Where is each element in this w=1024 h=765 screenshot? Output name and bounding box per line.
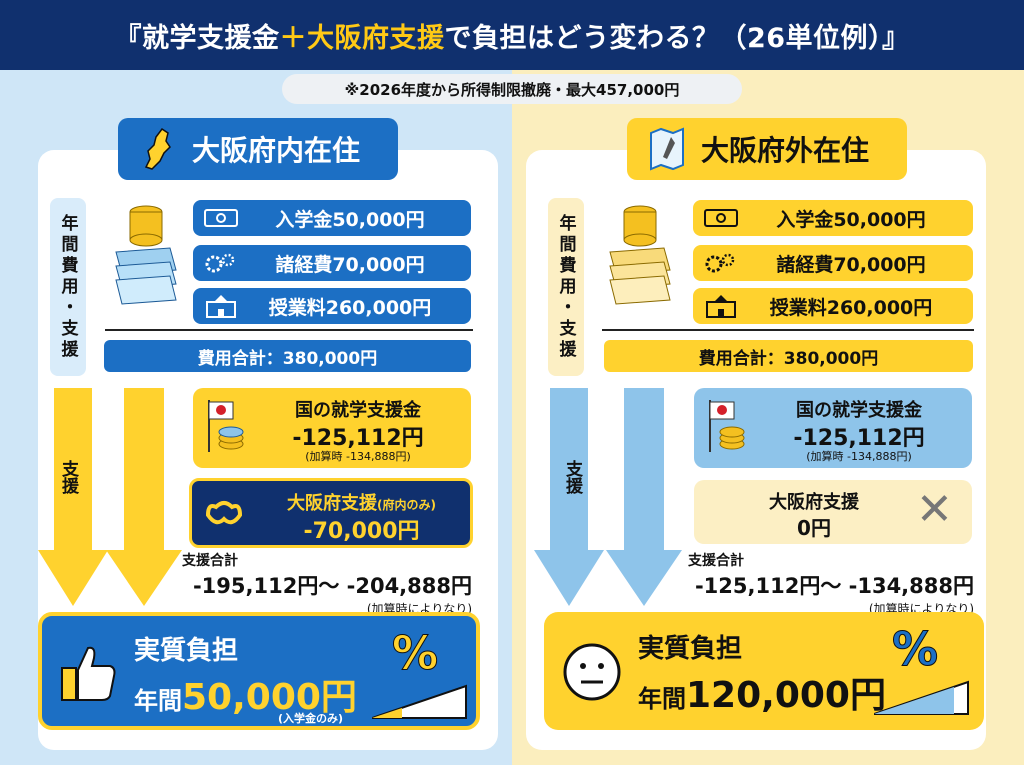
percent-icon: % [391, 626, 439, 681]
cost-entrance-fee: 入学金50,000円 [193, 200, 471, 236]
side-label-costs: 年間費用・支援 [548, 198, 584, 376]
thumbs-up-icon [61, 646, 116, 701]
result-box-outside: 実質負担 年間120,000円 % [544, 612, 984, 730]
osaka-title: 大阪府支援(府内のみ) [254, 489, 469, 515]
region-label: 大阪府外在住 [701, 134, 870, 167]
osaka-amount: -70,000円 [303, 519, 420, 544]
divider [105, 329, 473, 331]
national-sub: (加算時 -134,888円) [806, 450, 912, 463]
support-label: 支援 [562, 460, 582, 494]
cost-tuition: 授業料260,000円 [693, 288, 973, 324]
result-prefix: 年間 [638, 685, 686, 713]
side-label-costs: 年間費用・支援 [50, 198, 86, 376]
cost-label: 授業料260,000円 [769, 296, 933, 319]
support-total-label: 支援合計 [688, 553, 744, 569]
cross-icon: ✕ [916, 484, 953, 535]
osaka-emblem-icon [205, 501, 243, 525]
support-total-block: 支援合計 -195,112円～ -204,888円 (加算時によりなり) [182, 550, 472, 617]
banknote-icon [193, 208, 249, 228]
region-label: 大阪府内在住 [192, 134, 361, 167]
gears-icon [693, 252, 749, 274]
national-sub: (加算時 -134,888円) [305, 450, 411, 463]
neutral-face-icon [563, 643, 621, 701]
osaka-support-box: 大阪府支援 0円 ✕ [694, 480, 972, 544]
support-total-label: 支援合計 [182, 553, 238, 569]
national-support-box: 国の就学支援金 -125,112円 (加算時 -134,888円) [694, 388, 972, 468]
map-outline-icon [645, 127, 689, 171]
support-arrow-left [534, 388, 604, 606]
result-title: 実質負担 [134, 636, 239, 666]
cost-misc-fee: 諸経費70,000円 [193, 245, 471, 281]
cost-label: 入学金50,000円 [275, 208, 425, 231]
result-sub: (入学金のみ) [278, 712, 344, 725]
osaka-title-main: 大阪府支援 [287, 493, 377, 514]
school-icon [193, 294, 249, 318]
total-cost: 費用合計：380,000円 [604, 340, 973, 372]
ramp-icon [372, 684, 467, 719]
cost-label: 入学金50,000円 [776, 208, 926, 231]
region-tag-outside-osaka: 大阪府外在住 [627, 118, 907, 180]
support-total-range: -195,112円～ -204,888円 [192, 574, 472, 598]
region-tag-osaka-resident: 大阪府内在住 [118, 118, 398, 180]
money-stack-icon [604, 200, 674, 315]
support-total-block: 支援合計 -125,112円～ -134,888円 (加算時によりなり) [688, 550, 974, 617]
flag-coins-icon [208, 400, 244, 452]
national-title: 国の就学支援金 [295, 400, 421, 421]
money-stack-icon [110, 200, 180, 315]
osaka-map-icon [136, 127, 180, 171]
flag-coins-icon [709, 400, 745, 452]
osaka-amount: 0円 [797, 516, 831, 540]
divider [602, 329, 974, 331]
support-total-range: -125,112円～ -134,888円 [694, 574, 974, 598]
national-amount: -125,112円 [292, 426, 424, 451]
national-amount: -125,112円 [793, 426, 925, 451]
title-part-2: で負担はどう変わる？（26単位例）』 [444, 22, 910, 54]
result-amount-line: 年間120,000円 [638, 666, 886, 718]
cost-label: 授業料260,000円 [268, 296, 432, 319]
cost-label: 諸経費70,000円 [275, 253, 425, 276]
national-support-box: 国の就学支援金 -125,112円 (加算時 -134,888円) [193, 388, 471, 468]
cost-tuition: 授業料260,000円 [193, 288, 471, 324]
total-cost: 費用合計：380,000円 [104, 340, 471, 372]
income-limit-note: ※2026年度から所得制限撤廃・最大457,000円 [282, 74, 742, 104]
percent-icon: % [891, 622, 939, 677]
result-amount: 120,000円 [686, 675, 886, 716]
page-title: 『就学支援金 ＋大阪府支援 で負担はどう変わる？（26単位例）』 [0, 0, 1024, 70]
national-title: 国の就学支援金 [796, 400, 922, 421]
result-title: 実質負担 [638, 634, 743, 664]
result-amount: 50,000円 [182, 677, 357, 718]
ramp-icon [874, 680, 969, 715]
cost-entrance-fee: 入学金50,000円 [693, 200, 973, 236]
title-part-accent: ＋大阪府支援 [279, 22, 445, 54]
gears-icon [193, 252, 249, 274]
title-part-1: 『就学支援金 [114, 22, 280, 54]
banknote-icon [693, 208, 749, 228]
result-box-osaka: 実質負担 年間50,000円 (入学金のみ) % [38, 612, 480, 730]
osaka-title-small: (府内のみ) [377, 498, 436, 512]
cost-label: 諸経費70,000円 [776, 253, 926, 276]
school-icon [693, 294, 749, 318]
support-label: 支援 [58, 460, 78, 494]
osaka-title: 大阪府支援 [769, 492, 859, 513]
osaka-support-box: 大阪府支援(府内のみ) -70,000円 [189, 478, 473, 548]
cost-misc-fee: 諸経費70,000円 [693, 245, 973, 281]
support-arrow-left [38, 388, 108, 606]
result-amount-line: 年間50,000円 [134, 668, 357, 720]
support-arrow-right [106, 388, 182, 606]
result-prefix: 年間 [134, 687, 182, 715]
support-arrow-right [606, 388, 682, 606]
